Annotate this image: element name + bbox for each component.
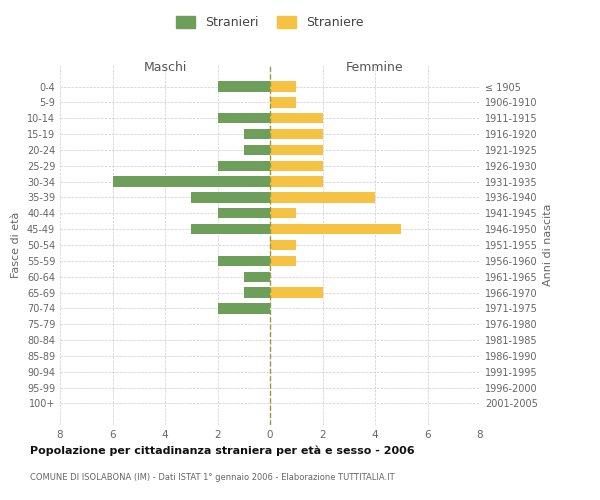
Bar — [218, 82, 270, 92]
Y-axis label: Fasce di età: Fasce di età — [11, 212, 21, 278]
Text: Femmine: Femmine — [346, 61, 404, 74]
Bar — [218, 303, 270, 314]
Bar — [244, 129, 270, 139]
Bar — [270, 224, 401, 234]
Bar — [270, 176, 323, 187]
Bar — [244, 288, 270, 298]
Bar — [270, 256, 296, 266]
Bar — [244, 272, 270, 282]
Bar — [270, 97, 296, 108]
Bar — [270, 145, 323, 155]
Bar — [270, 240, 296, 250]
Bar — [270, 208, 296, 218]
Text: Popolazione per cittadinanza straniera per età e sesso - 2006: Popolazione per cittadinanza straniera p… — [30, 445, 415, 456]
Bar — [218, 160, 270, 171]
Legend: Stranieri, Straniere: Stranieri, Straniere — [172, 11, 368, 34]
Bar — [218, 113, 270, 124]
Bar — [270, 288, 323, 298]
Text: COMUNE DI ISOLABONA (IM) - Dati ISTAT 1° gennaio 2006 - Elaborazione TUTTITALIA.: COMUNE DI ISOLABONA (IM) - Dati ISTAT 1°… — [30, 472, 395, 482]
Bar — [191, 224, 270, 234]
Y-axis label: Anni di nascita: Anni di nascita — [543, 204, 553, 286]
Bar — [191, 192, 270, 202]
Bar — [218, 256, 270, 266]
Bar — [270, 129, 323, 139]
Bar — [270, 113, 323, 124]
Bar — [113, 176, 270, 187]
Bar — [270, 192, 375, 202]
Bar — [244, 145, 270, 155]
Text: Maschi: Maschi — [143, 61, 187, 74]
Bar — [218, 208, 270, 218]
Bar — [270, 82, 296, 92]
Bar — [270, 160, 323, 171]
